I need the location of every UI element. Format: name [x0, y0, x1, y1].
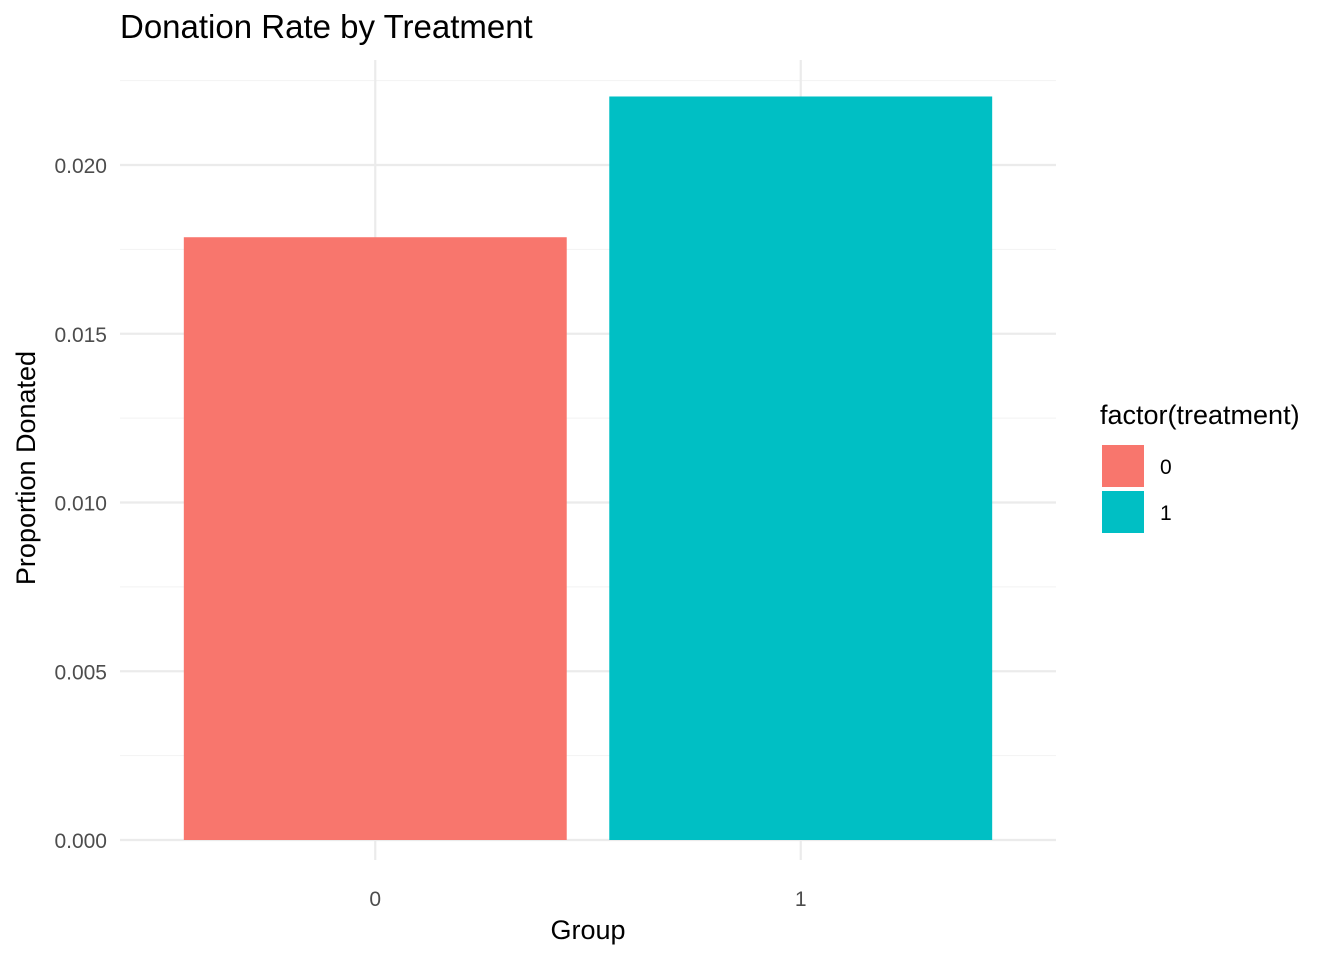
y-tick-label: 0.000 — [54, 830, 107, 853]
y-tick-label: 0.010 — [54, 493, 107, 516]
legend-entries: 01 — [1102, 445, 1172, 533]
x-axis-title: Group — [550, 915, 625, 945]
chart-title: Donation Rate by Treatment — [120, 8, 533, 45]
legend: factor(treatment) 01 — [1100, 400, 1300, 533]
bars — [183, 96, 993, 841]
y-tick-label: 0.015 — [54, 324, 107, 347]
bar-1 — [609, 96, 993, 841]
y-tick-label: 0.020 — [54, 155, 107, 178]
x-tick-label: 1 — [795, 888, 807, 911]
bar-0 — [183, 237, 567, 841]
x-tick-label: 0 — [369, 888, 381, 911]
legend-label: 0 — [1160, 456, 1172, 479]
legend-key-1 — [1102, 491, 1144, 533]
legend-label: 1 — [1160, 502, 1172, 525]
legend-title: factor(treatment) — [1100, 400, 1300, 430]
y-axis-ticks: 0.000 0.005 0.010 0.015 0.020 — [54, 155, 107, 853]
y-axis-title: Proportion Donated — [11, 351, 41, 585]
legend-key-0 — [1102, 445, 1144, 487]
y-tick-label: 0.005 — [54, 661, 107, 684]
